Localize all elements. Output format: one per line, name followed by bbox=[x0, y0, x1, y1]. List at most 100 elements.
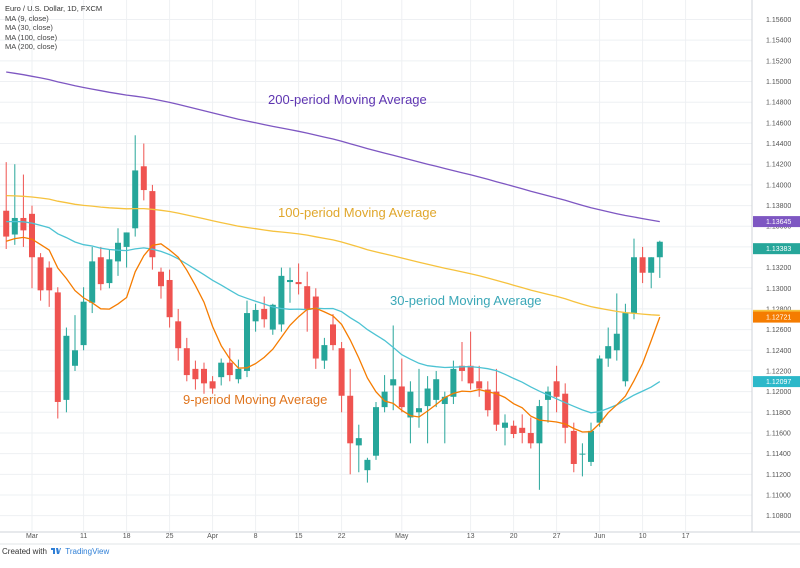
candle-up bbox=[588, 430, 594, 462]
candle-down bbox=[519, 427, 526, 433]
y-tick-label: 1.14200 bbox=[766, 162, 791, 169]
candle-down bbox=[467, 365, 474, 384]
x-tick-label: Apr bbox=[207, 533, 219, 540]
candle-down bbox=[226, 362, 233, 376]
x-tick-label: 20 bbox=[510, 533, 518, 540]
candle-down bbox=[261, 308, 268, 320]
y-tick-label: 1.12000 bbox=[766, 389, 791, 396]
x-tick-label: Jun bbox=[594, 533, 605, 540]
y-tick-label: 1.15000 bbox=[766, 79, 791, 86]
x-tick-label: 13 bbox=[467, 533, 475, 540]
y-tick-label: 1.11800 bbox=[766, 410, 791, 417]
candle-up bbox=[416, 408, 422, 413]
candle-down bbox=[166, 279, 173, 318]
y-tick-label: 1.12400 bbox=[766, 348, 791, 355]
candle-down bbox=[295, 282, 302, 285]
y-tick-label: 1.13800 bbox=[766, 203, 791, 210]
candle-down bbox=[97, 257, 104, 285]
candle-up bbox=[269, 304, 276, 330]
candle-down bbox=[347, 395, 354, 444]
candle-down bbox=[183, 348, 190, 376]
candle-down bbox=[398, 386, 405, 408]
candle-down bbox=[175, 321, 182, 349]
legend-item-ma9: MA (9, close) bbox=[5, 13, 49, 23]
ma-200-line bbox=[6, 71, 660, 223]
candle-up bbox=[648, 257, 655, 273]
legend-item-ma30: MA (30, close) bbox=[5, 23, 53, 33]
y-tick-label: 1.15600 bbox=[766, 17, 791, 24]
y-tick-label: 1.15400 bbox=[766, 38, 791, 45]
moving-average-annotations: 200-period Moving Average 100-period Movi… bbox=[183, 92, 542, 407]
candle-down bbox=[149, 191, 156, 258]
candle-up bbox=[390, 379, 397, 386]
candle-down bbox=[192, 368, 199, 380]
y-tick-label: 1.13000 bbox=[766, 286, 791, 293]
candle-up bbox=[596, 358, 603, 423]
x-tick-label: 11 bbox=[80, 533, 87, 540]
candle-down bbox=[484, 389, 491, 411]
candle-up bbox=[235, 368, 242, 380]
candle-down bbox=[476, 381, 483, 389]
y-tick-label: 1.13600 bbox=[766, 224, 791, 231]
candle-up bbox=[244, 313, 250, 371]
candle-down bbox=[338, 348, 345, 396]
candle-up bbox=[424, 388, 431, 407]
candle-down bbox=[158, 271, 164, 287]
candle-up bbox=[252, 309, 259, 322]
y-tick-label: 1.13200 bbox=[766, 265, 791, 272]
candle-down bbox=[209, 381, 216, 389]
chart-title: Euro / U.S. Dollar, 1D, FXCM bbox=[5, 4, 103, 13]
candle-up bbox=[132, 170, 139, 229]
y-tick-label: 1.14400 bbox=[766, 141, 791, 148]
candle-up bbox=[321, 345, 328, 361]
x-tick-label: 25 bbox=[166, 533, 174, 540]
candle-down bbox=[562, 393, 569, 428]
candle-down bbox=[570, 430, 577, 464]
x-tick-label: 18 bbox=[123, 533, 131, 540]
ma-200-annotation: 200-period Moving Average bbox=[268, 92, 427, 107]
candle-down bbox=[553, 381, 560, 397]
candle-up bbox=[364, 459, 371, 471]
candle-up bbox=[622, 313, 629, 382]
ma-9-annotation: 9-period Moving Average bbox=[183, 392, 327, 407]
x-tick-label: 15 bbox=[295, 533, 303, 540]
x-tick-label: 17 bbox=[682, 533, 690, 540]
y-tick-label: 1.12600 bbox=[766, 327, 791, 334]
moving-averages bbox=[6, 71, 661, 433]
candle-up bbox=[123, 232, 130, 247]
candle-up bbox=[433, 379, 440, 400]
candle-up bbox=[115, 242, 121, 262]
ma-9-line bbox=[6, 236, 661, 433]
x-tick-label: 22 bbox=[338, 533, 346, 540]
candle-down bbox=[29, 213, 35, 258]
ma-100-annotation: 100-period Moving Average bbox=[278, 205, 437, 220]
y-tick-label: 1.12200 bbox=[766, 368, 791, 375]
x-tick-label: 8 bbox=[254, 533, 258, 540]
candles bbox=[3, 135, 663, 490]
y-tick-label: 1.11400 bbox=[766, 451, 791, 458]
y-tick-label: 1.11000 bbox=[766, 492, 791, 499]
candle-down bbox=[201, 368, 207, 384]
last-price-tag: 1.13383 bbox=[766, 246, 791, 253]
y-tick-label: 1.14000 bbox=[766, 182, 791, 189]
x-tick-label: May bbox=[395, 533, 409, 540]
y-tick-label: 1.11600 bbox=[766, 430, 791, 437]
y-tick-label: 1.15200 bbox=[766, 58, 791, 65]
ma30-price-tag-bg bbox=[753, 376, 800, 388]
candle-up bbox=[287, 279, 293, 283]
ma200-price-tag: 1.13645 bbox=[766, 219, 791, 226]
candle-up bbox=[11, 217, 18, 235]
candle-down bbox=[493, 391, 500, 425]
footer-credit[interactable]: Created with TradingView bbox=[2, 547, 109, 556]
legend-item-ma200: MA (200, close) bbox=[5, 42, 58, 52]
ma-30-annotation: 30-period Moving Average bbox=[390, 293, 542, 308]
candle-up bbox=[545, 391, 551, 400]
x-tick-label: Mar bbox=[26, 533, 39, 540]
candle-down bbox=[510, 425, 517, 435]
y-tick-label: 1.14600 bbox=[766, 120, 791, 127]
candle-up bbox=[278, 275, 285, 325]
candle-down bbox=[140, 166, 147, 191]
candle-up bbox=[613, 333, 620, 351]
